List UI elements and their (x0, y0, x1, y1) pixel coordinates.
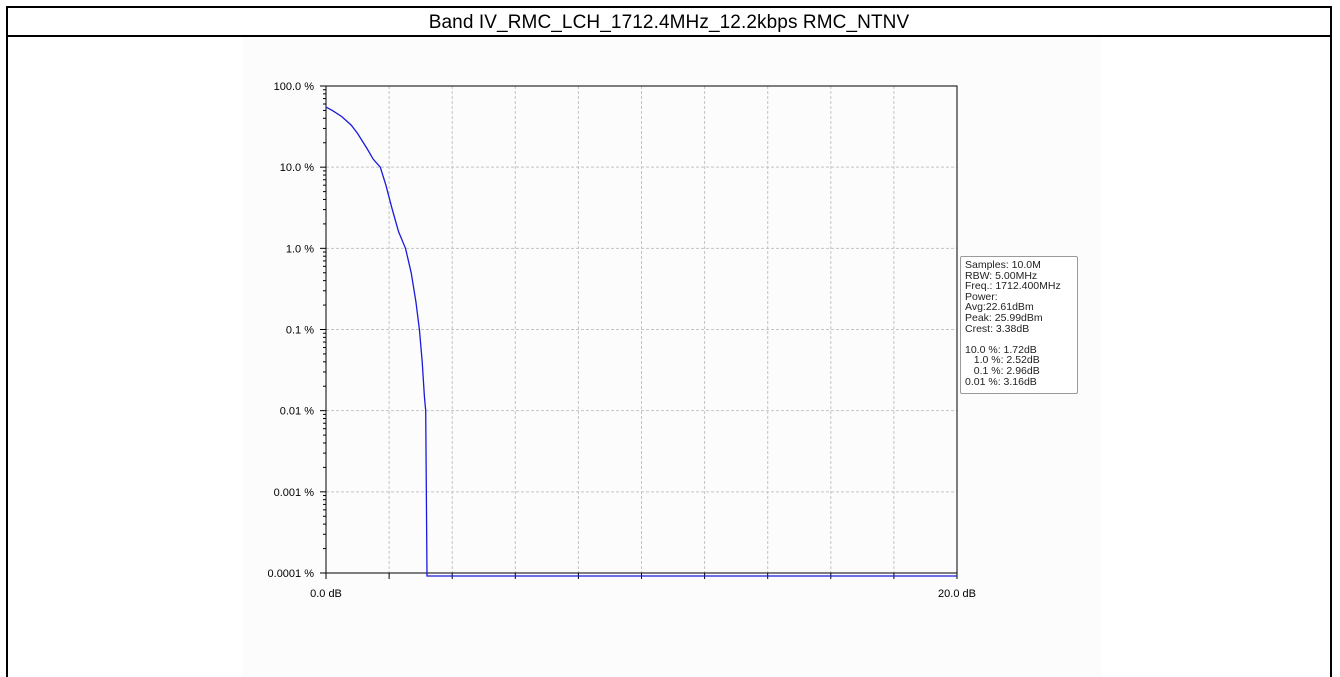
y-tick-label: 0.01 % (280, 406, 314, 418)
x-tick-label: 20.0 dB (938, 588, 976, 600)
y-tick-label: 0.1 % (286, 325, 314, 337)
x-tick-label: 0.0 dB (310, 588, 342, 600)
y-tick-label: 100.0 % (274, 81, 315, 93)
legend-line: Freq.: 1712.400MHz (965, 280, 1061, 293)
stats-legend: Samples: 10.0M RBW: 5.00MHz Freq.: 1712.40… (960, 256, 1078, 394)
legend-line: Power: (965, 290, 998, 303)
legend-line: 10.0 %: 1.72dB (965, 343, 1037, 356)
legend-line: 0.01 %: 3.16dB (965, 375, 1037, 388)
legend-line: Peak: 25.99dBm (965, 312, 1043, 324)
ccdf-series-line (325, 106, 957, 577)
legend-line: 1.0 %: 2.52dB (965, 354, 1040, 367)
y-tick-label: 0.0001 % (268, 568, 315, 580)
chart-title: Band IV_RMC_LCH_1712.4MHz_12.2kbps RMC_N… (428, 12, 910, 33)
legend-line: Avg:22.61dBm (965, 301, 1034, 314)
y-tick-label: 10.0 % (280, 162, 314, 174)
legend-line: Crest: 3.38dB (965, 322, 1030, 335)
legend-line: 0.1 %: 2.96dB (965, 365, 1040, 377)
legend-line: RBW: 5.00MHz (965, 269, 1038, 282)
legend-line: Samples: 10.0M (965, 259, 1041, 271)
plot-background (242, 37, 1102, 677)
y-tick-label: 0.001 % (274, 487, 315, 499)
title-row: Band IV_RMC_LCH_1712.4MHz_12.2kbps RMC_N… (8, 8, 1330, 37)
y-tick-label: 1.0 % (286, 243, 314, 255)
figure-frame: Band IV_RMC_LCH_1712.4MHz_12.2kbps RMC_N… (6, 6, 1332, 677)
